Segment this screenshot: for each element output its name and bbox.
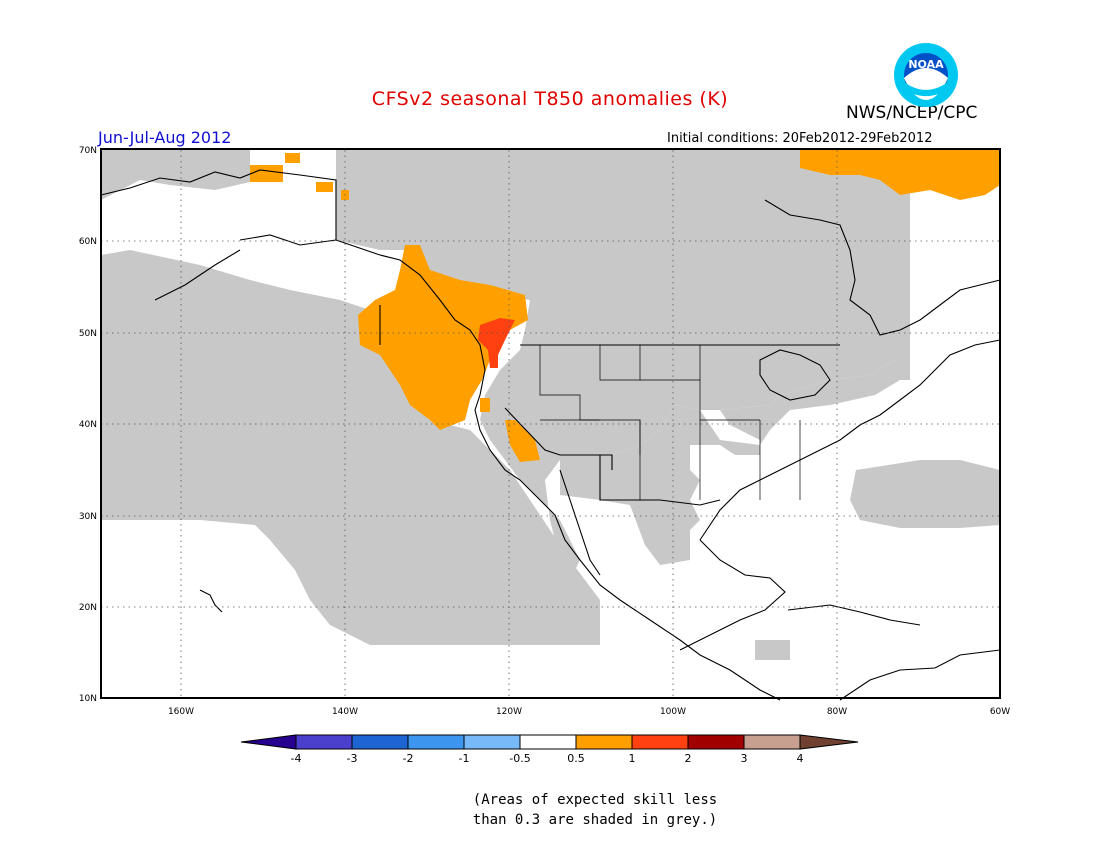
footnote-line-2: than 0.3 are shaded in grey.)	[472, 812, 718, 828]
longitude-labels: 160W 140W 120W 100W 80W 60W	[168, 707, 1010, 717]
colorbar-label: 3	[741, 752, 748, 765]
colorbar-box-6	[575, 734, 633, 750]
colorbar-box-3	[407, 734, 465, 750]
colorbar-box-7	[631, 734, 689, 750]
lon-label-140w: 140W	[332, 707, 358, 717]
colorbar-box-1	[295, 734, 353, 750]
noaa-logo: NOAA	[894, 43, 958, 107]
colorbar-box-4	[463, 734, 521, 750]
colorbar-label: 1	[629, 752, 636, 765]
lon-label-160w: 160W	[168, 707, 194, 717]
colorbar-label: 0.5	[567, 752, 585, 765]
lon-label-120w: 120W	[496, 707, 522, 717]
colorbar-box-8	[687, 734, 745, 750]
colorbar-box-5	[519, 734, 577, 750]
colorbar-arrow-right	[799, 734, 859, 750]
skill-mask	[101, 150, 1000, 660]
lat-label-70n: 70N	[79, 146, 97, 156]
lat-label-20n: 20N	[79, 603, 97, 613]
colorbar-label: -1	[459, 752, 470, 765]
lat-label-10n: 10N	[79, 694, 97, 704]
colorbar: -4 -3 -2 -1 -0.5 0.5 1 2 3 4	[240, 734, 859, 765]
lat-label-40n: 40N	[79, 420, 97, 430]
lat-label-30n: 30N	[79, 512, 97, 522]
initial-conditions: Initial conditions: 20Feb2012-29Feb2012	[667, 131, 933, 146]
colorbar-label: 4	[797, 752, 804, 765]
colorbar-arrow-left	[240, 734, 297, 750]
colorbar-label: -0.5	[509, 752, 530, 765]
organization-label: NWS/NCEP/CPC	[846, 103, 978, 123]
latitude-labels: 70N 60N 50N 40N 30N 20N 10N	[79, 146, 97, 704]
state-borders	[539, 345, 801, 500]
colorbar-box-2	[351, 734, 409, 750]
logo-text: NOAA	[908, 58, 944, 71]
colorbar-label: -4	[291, 752, 302, 765]
map-title: CFSv2 seasonal T850 anomalies (K)	[371, 88, 729, 110]
colorbar-label: -2	[403, 752, 414, 765]
lat-label-60n: 60N	[79, 237, 97, 247]
anomaly-red	[478, 318, 515, 368]
coastlines	[100, 169, 1001, 701]
colorbar-label: -3	[347, 752, 358, 765]
forecast-period: Jun-Jul-Aug 2012	[98, 128, 232, 147]
lon-label-100w: 100W	[660, 707, 686, 717]
lat-label-50n: 50N	[79, 329, 97, 339]
graticule	[101, 150, 1000, 698]
colorbar-box-9	[743, 734, 801, 750]
lon-label-60w: 60W	[990, 707, 1010, 717]
lon-label-80w: 80W	[827, 707, 847, 717]
colorbar-label: 2	[685, 752, 692, 765]
anomaly-orange	[250, 150, 1000, 462]
anomaly-map: 70N 60N 50N 40N 30N 20N 10N 160W 140W 12…	[79, 146, 1010, 765]
map-frame	[100, 148, 1001, 699]
footnote-line-1: (Areas of expected skill less	[472, 792, 718, 808]
